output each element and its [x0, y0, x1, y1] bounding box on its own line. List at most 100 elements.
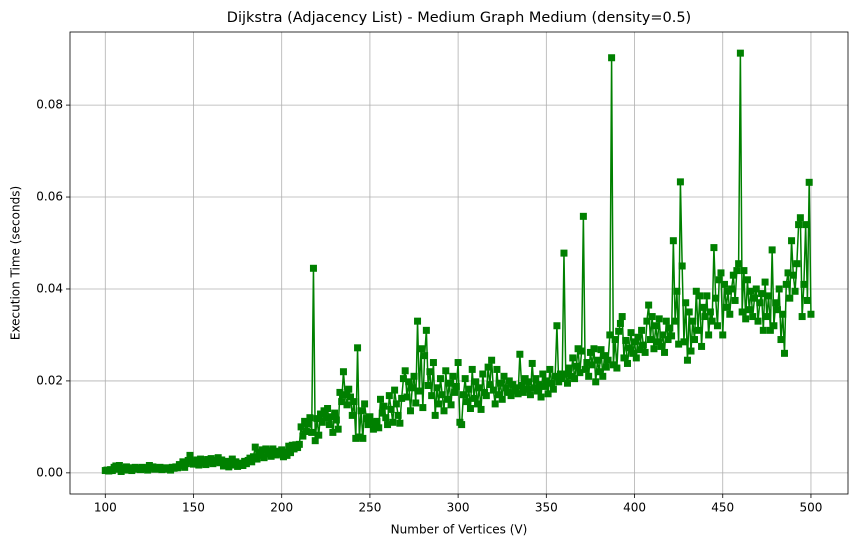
data-point [736, 49, 744, 57]
data-point [791, 287, 799, 295]
data-point [311, 437, 319, 445]
data-point [669, 237, 677, 245]
data-point [761, 278, 769, 286]
data-point [322, 414, 330, 422]
data-point [696, 292, 704, 300]
data-point [682, 299, 690, 307]
data-point [805, 178, 813, 186]
y-tick-label: 0.04 [36, 281, 63, 295]
data-point [364, 421, 372, 429]
data-point [655, 315, 663, 323]
data-point [784, 269, 792, 277]
data-point [768, 246, 776, 254]
data-point [179, 458, 187, 466]
data-point [526, 391, 534, 399]
data-point [486, 381, 494, 389]
data-point [315, 431, 323, 439]
data-point [239, 461, 247, 469]
data-point [445, 379, 453, 387]
x-tick-label: 350 [535, 501, 558, 515]
data-point [641, 348, 649, 356]
data-point [436, 375, 444, 383]
data-point [713, 322, 721, 330]
data-point [622, 336, 630, 344]
data-point [302, 427, 310, 435]
data-point [551, 372, 559, 380]
data-point [357, 407, 365, 415]
y-tick-label: 0.06 [36, 190, 63, 204]
data-point [373, 417, 381, 425]
data-point [438, 391, 446, 399]
data-point [336, 388, 344, 396]
data-point [177, 462, 185, 470]
data-point [676, 178, 684, 186]
data-point [504, 388, 512, 396]
data-point [722, 303, 730, 311]
data-point [701, 313, 709, 321]
data-point [451, 388, 459, 396]
data-point [643, 317, 651, 325]
data-point [740, 267, 748, 275]
data-point [401, 367, 409, 375]
x-tick-label: 200 [270, 501, 293, 515]
data-point [498, 395, 506, 403]
data-point [366, 413, 374, 421]
data-point [548, 379, 556, 387]
data-point [227, 459, 235, 467]
data-point [406, 407, 414, 415]
data-point [295, 440, 303, 448]
data-point [705, 331, 713, 339]
data-point [613, 364, 621, 372]
data-point [616, 319, 624, 327]
data-point [144, 466, 152, 474]
data-point [715, 276, 723, 284]
data-point [419, 404, 427, 412]
data-point [708, 317, 716, 325]
data-point [706, 308, 714, 316]
y-tick-label: 0.02 [36, 373, 63, 387]
data-point [493, 365, 501, 373]
data-point [378, 409, 386, 417]
data-point [683, 356, 691, 364]
data-point [572, 362, 580, 370]
data-point [599, 372, 607, 380]
data-point [629, 349, 637, 357]
plot-frame [69, 31, 849, 495]
data-point [631, 338, 639, 346]
data-point [588, 361, 596, 369]
data-point [773, 306, 781, 314]
data-point [745, 306, 753, 314]
data-point [496, 379, 504, 387]
data-point [782, 280, 790, 288]
data-point [260, 454, 268, 462]
data-point [724, 287, 732, 295]
data-point [544, 390, 552, 398]
data-point [639, 341, 647, 349]
data-point [495, 391, 503, 399]
x-tick-label: 250 [358, 501, 381, 515]
data-point [283, 451, 291, 459]
data-point [535, 381, 543, 389]
data-point [278, 446, 286, 454]
data-point [258, 446, 266, 454]
y-tick-label: 0.08 [36, 98, 63, 112]
data-point [569, 354, 577, 362]
data-point [396, 419, 404, 427]
data-point [534, 387, 542, 395]
data-point [657, 342, 665, 350]
data-point [766, 326, 774, 334]
data-point [431, 411, 439, 419]
data-point [318, 418, 326, 426]
data-point [461, 375, 469, 383]
data-point [267, 452, 275, 460]
data-point [505, 377, 513, 385]
data-point [331, 409, 339, 417]
data-point [287, 449, 295, 457]
data-point [352, 434, 360, 442]
data-point [313, 415, 321, 423]
data-point [567, 372, 575, 380]
data-point [329, 428, 337, 436]
data-point [518, 382, 526, 390]
data-point [546, 365, 554, 373]
data-point [399, 375, 407, 383]
